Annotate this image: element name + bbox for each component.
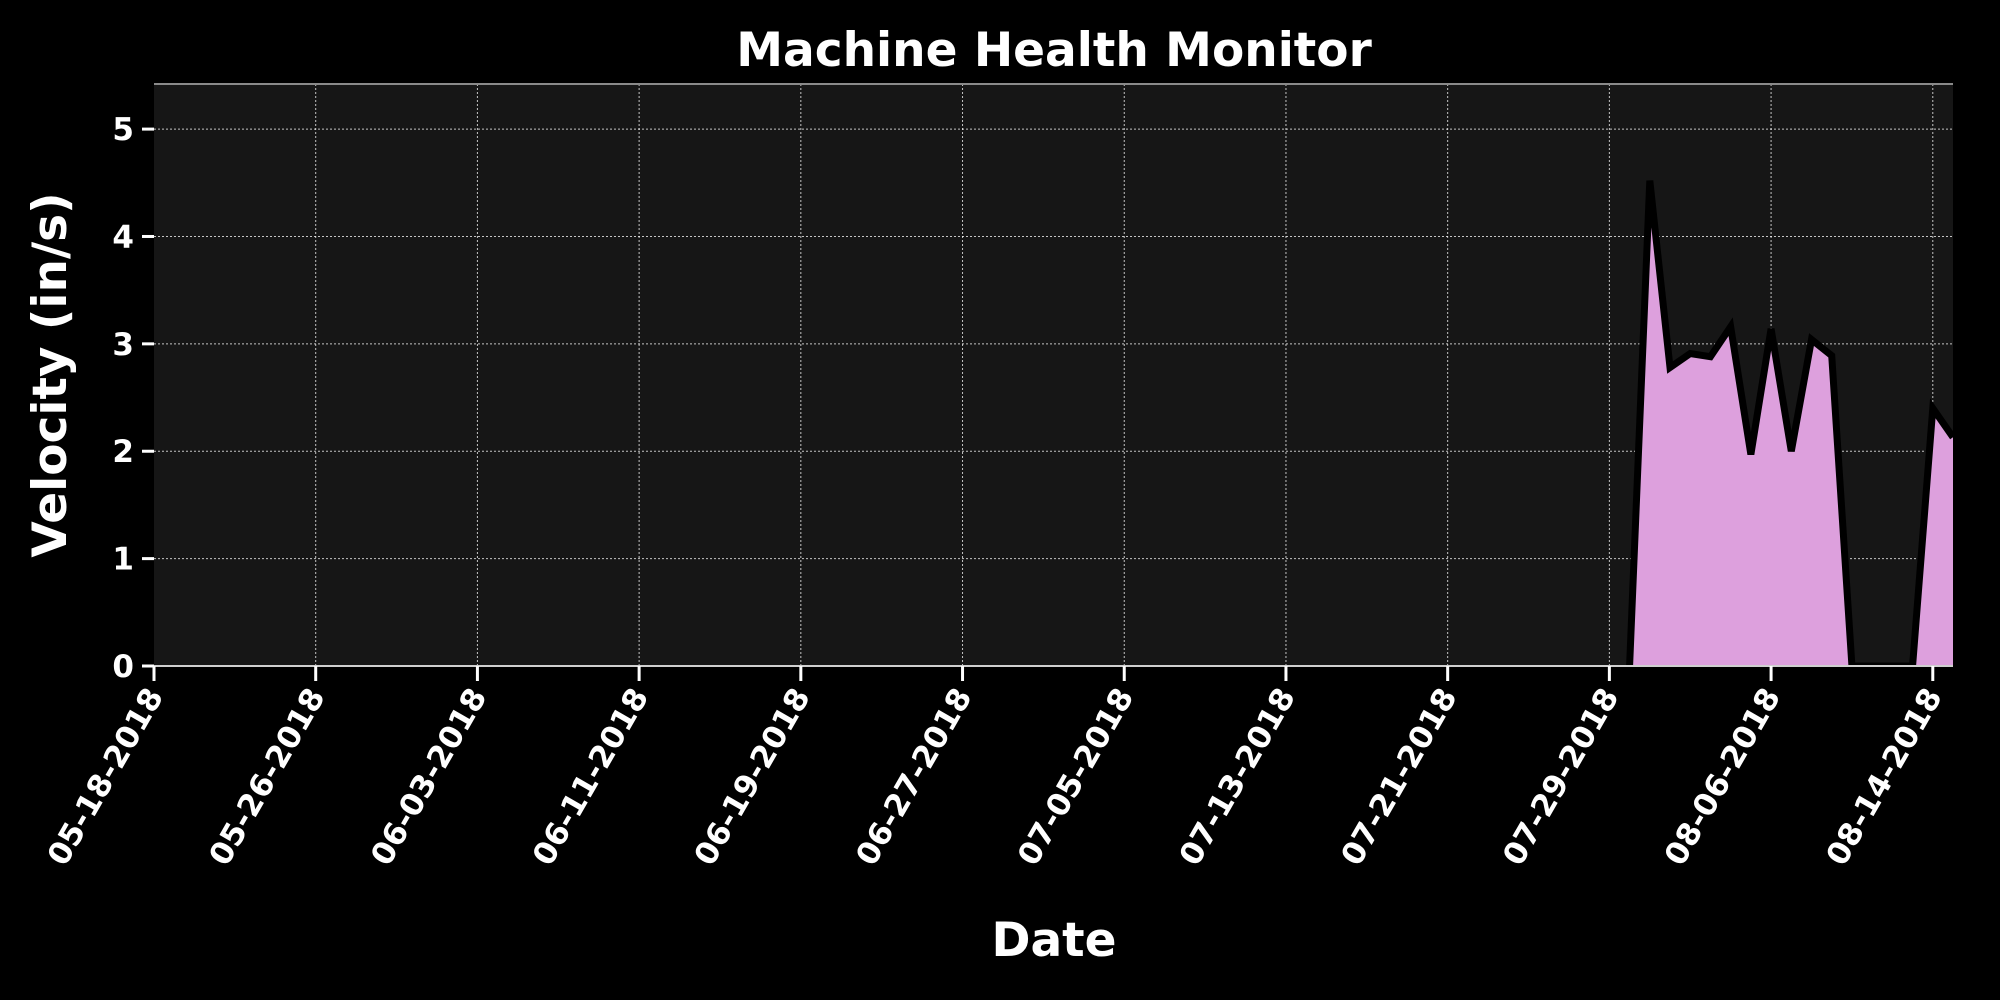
y-axis-ticks: 0 1 2 3 4 5 — [112, 112, 154, 685]
series-area — [1629, 180, 1953, 666]
y-tick-label: 1 — [112, 542, 134, 578]
x-axis-label: Date — [991, 913, 1116, 968]
chart-title: Machine Health Monitor — [736, 23, 1372, 78]
y-tick-label: 4 — [112, 219, 134, 255]
y-axis-label: Velocity (in/s) — [23, 192, 78, 557]
y-tick-label: 5 — [112, 112, 134, 148]
y-tick-label: 2 — [112, 434, 134, 470]
y-tick-label: 0 — [112, 649, 134, 685]
y-tick-label: 3 — [112, 327, 134, 363]
